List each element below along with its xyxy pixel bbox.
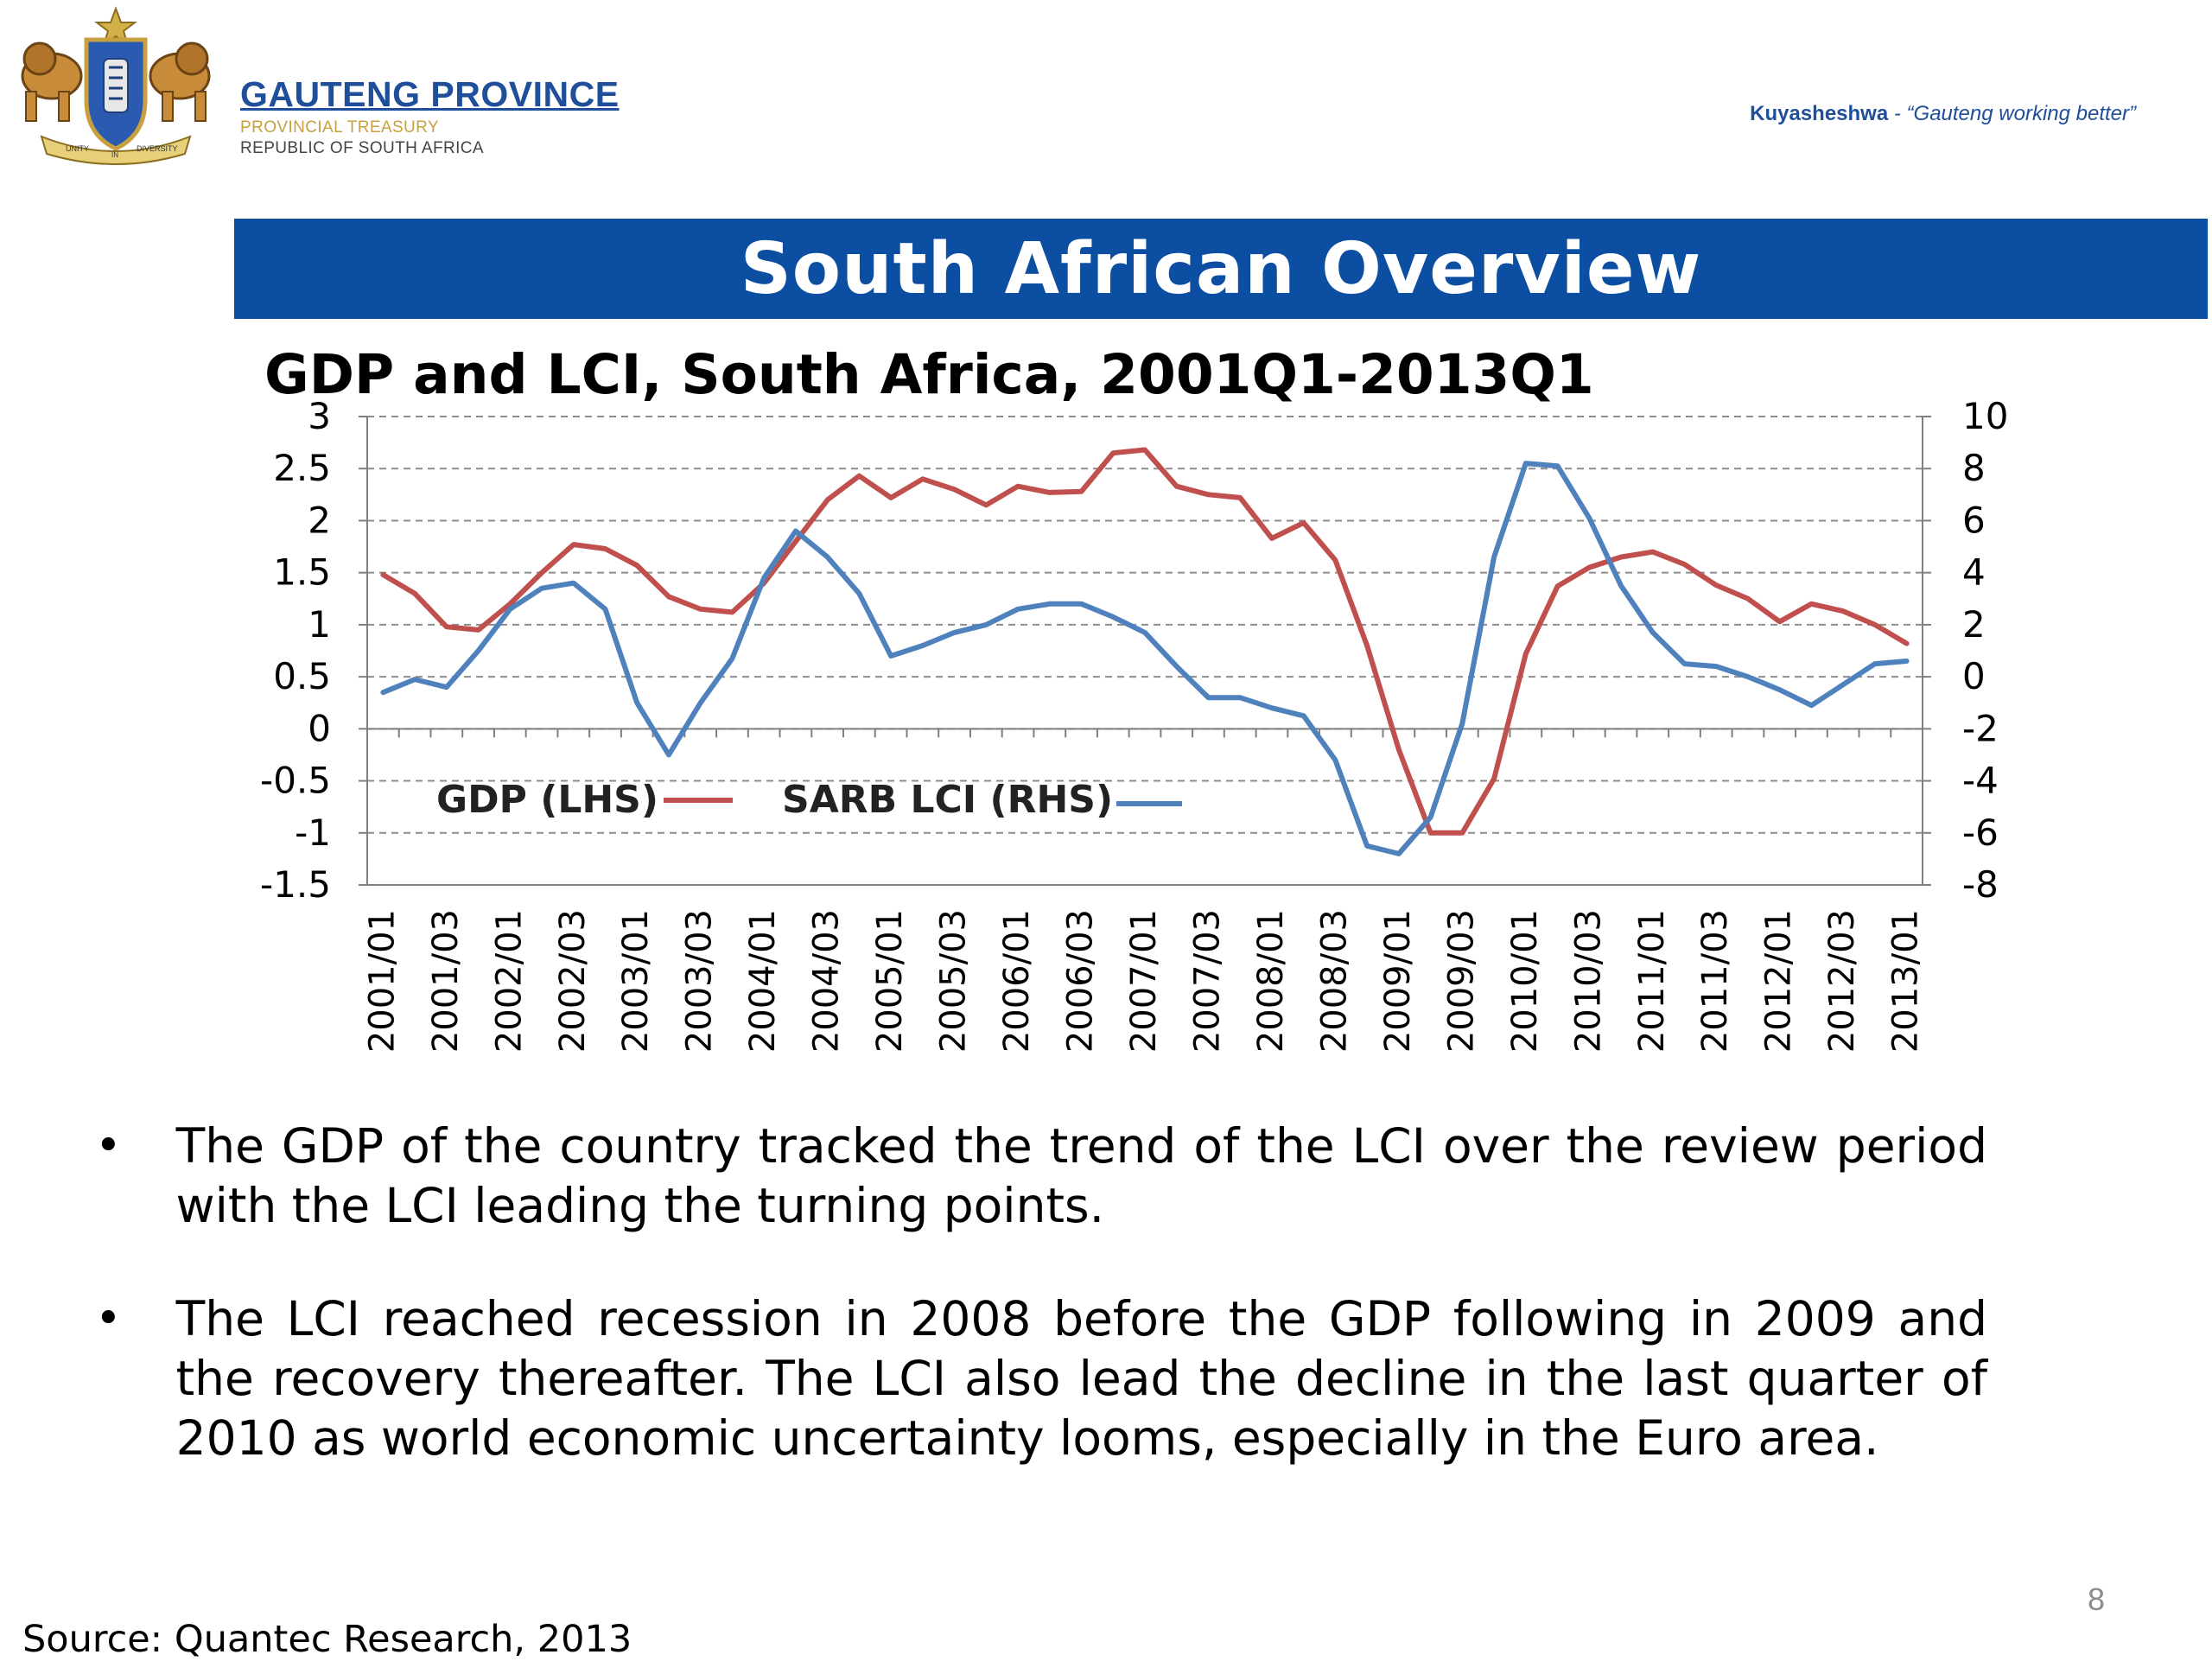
- bullet-text: The GDP of the country tracked the trend…: [175, 1118, 1987, 1233]
- motto-word-unity: UNITY: [66, 144, 89, 153]
- x-tick-label: 2009/03: [1441, 909, 1481, 1053]
- x-tick-label: 2001/03: [426, 909, 466, 1053]
- bullet-icon: •: [95, 1293, 122, 1345]
- legend-label-lci: SARB LCI (RHS): [782, 778, 1113, 822]
- shield-icon: [84, 37, 148, 151]
- right-y-tick-label: 6: [1962, 499, 1986, 541]
- left-y-tick-label: 0: [308, 707, 331, 749]
- x-tick-label: 2001/01: [362, 909, 402, 1053]
- left-y-tick-label: 2: [308, 499, 331, 541]
- source-note: Source: Quantec Research, 2013: [22, 1618, 632, 1661]
- right-y-tick-label: 0: [1962, 655, 1986, 697]
- x-tick-label: 2008/03: [1314, 909, 1354, 1053]
- tagline-quote: - “Gauteng working better”: [1888, 102, 2136, 125]
- right-y-axis-tick-labels: 10 8 6 4 2 0 -2 -4 -6 -8: [1962, 395, 2008, 906]
- page-number: 8: [2087, 1581, 2105, 1617]
- right-y-tick-label: -6: [1962, 811, 1999, 854]
- left-y-tick-label: 0.5: [273, 655, 331, 697]
- bullet-text: The LCI reached recession in 2008 before…: [175, 1291, 1987, 1466]
- chart-axes: [359, 416, 1931, 886]
- org-subtitle-treasury: PROVINCIAL TREASURY: [240, 118, 440, 137]
- org-name: GAUTENG PROVINCE: [240, 74, 620, 114]
- left-y-tick-label: 1.5: [273, 551, 331, 594]
- x-tick-label: 2006/03: [1061, 909, 1101, 1053]
- motto-ribbon: UNITY IN DIVERSITY: [40, 135, 192, 165]
- org-subtitle-country: REPUBLIC OF SOUTH AFRICA: [240, 139, 484, 157]
- grid-lines: [367, 416, 1923, 834]
- right-y-tick-label: -8: [1962, 863, 1999, 906]
- bullet-icon: •: [95, 1120, 122, 1172]
- right-y-tick-label: 8: [1962, 447, 1986, 489]
- left-y-tick-label: -0.5: [260, 760, 331, 802]
- right-lion-icon: [149, 41, 211, 122]
- right-y-tick-label: 10: [1962, 395, 2008, 437]
- x-tick-label: 2012/01: [1759, 909, 1799, 1053]
- x-tick-label: 2004/01: [743, 909, 783, 1053]
- motto-word-diversity: DIVERSITY: [137, 144, 178, 153]
- x-axis-tick-labels: 2001/01 2001/03 2002/01 2002/03 2003/01 2003/…: [362, 909, 1925, 1053]
- slide-title: South African Overview: [740, 227, 1702, 310]
- left-y-axis-tick-labels: 3 2.5 2 1.5 1 0.5 0 -0.5 -1 -1.5: [260, 395, 331, 906]
- x-tick-label: 2009/01: [1378, 909, 1418, 1053]
- right-y-tick-label: -2: [1962, 707, 1999, 749]
- right-y-tick-label: -4: [1962, 760, 1999, 802]
- crest-star-icon: [94, 6, 137, 48]
- left-y-tick-label: 3: [308, 395, 331, 437]
- org-name-block: GAUTENG PROVINCE PROVINCIAL TREASURY REP…: [240, 74, 620, 158]
- commentary-bullets: • The GDP of the country tracked the tre…: [86, 1117, 1987, 1522]
- x-tick-label: 2010/01: [1505, 909, 1545, 1053]
- right-y-tick-label: 2: [1962, 603, 1986, 646]
- bullet-item: • The GDP of the country tracked the tre…: [86, 1117, 1987, 1236]
- left-y-tick-label: -1: [295, 811, 331, 854]
- gauteng-coat-of-arms-logo: UNITY IN DIVERSITY: [21, 6, 211, 165]
- x-tick-label: 2007/01: [1124, 909, 1164, 1053]
- x-tick-label: 2003/03: [680, 909, 720, 1053]
- x-tick-label: 2006/01: [997, 909, 1037, 1053]
- x-tick-label: 2007/03: [1187, 909, 1227, 1053]
- x-tick-label: 2003/01: [616, 909, 656, 1053]
- tagline: Kuyasheshwa - “Gauteng working better”: [1750, 102, 2136, 126]
- chart-legend: GDP (LHS) SARB LCI (RHS): [436, 778, 1182, 822]
- x-tick-label: 2011/01: [1632, 909, 1672, 1053]
- left-y-tick-label: 2.5: [273, 447, 331, 489]
- x-tick-label: 2005/03: [934, 909, 974, 1053]
- x-tick-label: 2012/03: [1822, 909, 1862, 1053]
- tagline-strong: Kuyasheshwa: [1750, 102, 1889, 125]
- x-tick-label: 2008/01: [1251, 909, 1291, 1053]
- x-tick-label: 2005/01: [870, 909, 910, 1053]
- right-y-tick-label: 4: [1962, 551, 1986, 594]
- x-tick-label: 2011/03: [1695, 909, 1735, 1053]
- x-tick-label: 2004/03: [807, 909, 847, 1053]
- series-lines: [380, 447, 1910, 856]
- motto-word-in: IN: [111, 151, 118, 159]
- x-tick-label: 2002/01: [489, 909, 529, 1053]
- gdp-lci-line-chart: GDP and LCI, South Africa, 2001Q1-2013Q1…: [260, 343, 2008, 1053]
- slide-title-bar: South African Overview: [234, 219, 2208, 319]
- x-tick-label: 2013/01: [1886, 909, 1926, 1053]
- legend-label-gdp: GDP (LHS): [436, 778, 658, 822]
- left-y-tick-label: -1.5: [260, 863, 331, 906]
- x-tick-label: 2010/03: [1568, 909, 1608, 1053]
- bullet-item: • The LCI reached recession in 2008 befo…: [86, 1289, 1987, 1468]
- chart-title: GDP and LCI, South Africa, 2001Q1-2013Q1: [264, 343, 1594, 406]
- left-lion-icon: [21, 41, 83, 122]
- series-line-lci: [380, 461, 1910, 856]
- left-y-tick-label: 1: [308, 603, 331, 646]
- x-tick-label: 2002/03: [553, 909, 593, 1053]
- series-line-gdp: [380, 447, 1910, 836]
